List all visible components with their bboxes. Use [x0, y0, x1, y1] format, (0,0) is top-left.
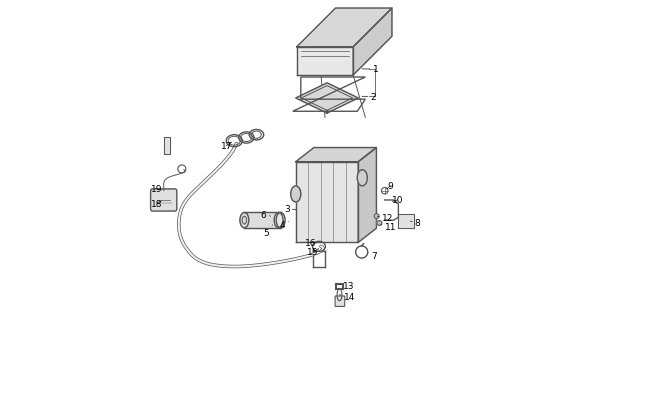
Text: 4: 4 — [280, 221, 289, 230]
Text: 1: 1 — [362, 65, 378, 74]
Text: 9: 9 — [387, 182, 393, 191]
Text: 11: 11 — [381, 222, 396, 231]
Text: 2: 2 — [362, 93, 376, 102]
Text: 10: 10 — [392, 196, 404, 205]
Polygon shape — [296, 162, 358, 243]
Circle shape — [377, 221, 382, 226]
Polygon shape — [358, 148, 376, 243]
Text: 15: 15 — [307, 248, 318, 257]
Text: 17: 17 — [220, 142, 232, 151]
Text: 12: 12 — [378, 213, 393, 222]
Text: 14: 14 — [339, 292, 355, 301]
Circle shape — [374, 214, 379, 219]
Ellipse shape — [276, 213, 285, 228]
Text: 18: 18 — [151, 199, 162, 208]
FancyBboxPatch shape — [335, 296, 345, 307]
Polygon shape — [353, 9, 392, 76]
Text: 8: 8 — [411, 218, 421, 227]
Text: 7: 7 — [368, 251, 376, 260]
Polygon shape — [398, 215, 413, 229]
Polygon shape — [296, 84, 358, 114]
Text: 6: 6 — [261, 210, 270, 219]
Text: 5: 5 — [264, 226, 272, 237]
FancyBboxPatch shape — [151, 190, 177, 211]
Polygon shape — [164, 138, 170, 154]
Text: 13: 13 — [339, 281, 355, 290]
Polygon shape — [244, 213, 281, 228]
Text: 16: 16 — [305, 238, 317, 247]
Ellipse shape — [358, 171, 367, 186]
Polygon shape — [297, 48, 353, 76]
Polygon shape — [296, 148, 376, 162]
Ellipse shape — [240, 213, 249, 228]
Text: 3: 3 — [284, 205, 296, 213]
Ellipse shape — [291, 186, 301, 202]
Text: 19: 19 — [151, 185, 162, 194]
Polygon shape — [297, 9, 392, 48]
